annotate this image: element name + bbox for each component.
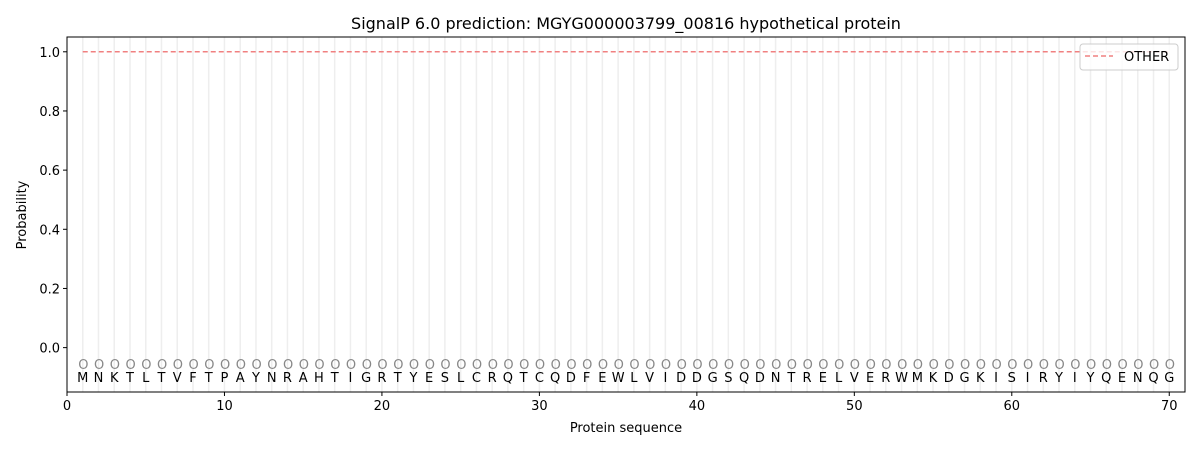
residue-label: L: [630, 371, 638, 386]
residue-label: I: [1026, 371, 1030, 386]
x-tick-label: 20: [374, 399, 391, 414]
residue-label: W: [612, 371, 625, 386]
residue-label: N: [1133, 371, 1143, 386]
residue-label: Q: [503, 371, 513, 386]
y-tick-label: 1.0: [39, 46, 60, 61]
residue-label: S: [441, 371, 449, 386]
legend: OTHER: [1079, 43, 1179, 71]
sequence-layer: OOOOOOOOOOOOOOOOOOOOOOOOOOOOOOOOOOOOOOOO…: [77, 358, 1175, 386]
residue-label: H: [314, 371, 324, 386]
x-tick-label: 40: [689, 399, 706, 414]
residue-label: N: [94, 371, 104, 386]
x-tick-label: 60: [1004, 399, 1021, 414]
residue-label: A: [299, 371, 308, 386]
residue-label: V: [645, 371, 654, 386]
residue-label: M: [77, 371, 88, 386]
residue-label: K: [976, 371, 985, 386]
residue-label: S: [724, 371, 732, 386]
residue-label: I: [1073, 371, 1077, 386]
residue-label: Y: [251, 371, 260, 386]
residue-label: T: [330, 371, 339, 386]
residue-label: G: [1164, 371, 1174, 386]
axes-frame: [66, 36, 1186, 393]
residue-label: T: [519, 371, 528, 386]
residue-label: T: [204, 371, 213, 386]
residue-label: K: [110, 371, 119, 386]
residue-label: L: [835, 371, 843, 386]
residue-label: D: [692, 371, 702, 386]
y-tick-label: 0.2: [39, 282, 60, 297]
residue-label: G: [708, 371, 718, 386]
residue-label: R: [1039, 371, 1048, 386]
residue-label: Q: [739, 371, 749, 386]
residue-label: T: [393, 371, 402, 386]
x-axis-label: Protein sequence: [570, 421, 682, 436]
residue-label: C: [535, 371, 544, 386]
residue-label: R: [803, 371, 812, 386]
residue-label: G: [960, 371, 970, 386]
residue-label: M: [912, 371, 923, 386]
legend-box: [1079, 43, 1179, 71]
residue-label: D: [755, 371, 765, 386]
residue-label: Q: [550, 371, 560, 386]
residue-label: Q: [1148, 371, 1158, 386]
residue-label: I: [663, 371, 667, 386]
residue-label: Y: [1086, 371, 1095, 386]
y-tick-label: 0.6: [39, 164, 60, 179]
residue-label: P: [221, 371, 229, 386]
residue-label: D: [944, 371, 954, 386]
residue-label: R: [488, 371, 497, 386]
residue-label: F: [189, 371, 196, 386]
x-tick-label: 10: [216, 399, 233, 414]
residue-label: E: [866, 371, 874, 386]
residue-label: E: [1118, 371, 1126, 386]
residue-label: Q: [1101, 371, 1111, 386]
residue-label: D: [566, 371, 576, 386]
residue-label: N: [267, 371, 277, 386]
x-tick-label: 50: [846, 399, 863, 414]
y-tick-label: 0.0: [39, 342, 60, 357]
residue-label: E: [819, 371, 827, 386]
residue-label: R: [377, 371, 386, 386]
residue-label: E: [598, 371, 606, 386]
residue-label: C: [472, 371, 481, 386]
residue-label: D: [676, 371, 686, 386]
residue-label: E: [425, 371, 433, 386]
residue-label: W: [895, 371, 908, 386]
y-tick-label: 0.4: [39, 223, 60, 238]
grid-lines: [81, 37, 1171, 392]
residue-label: N: [771, 371, 781, 386]
residue-label: I: [349, 371, 353, 386]
residue-label: A: [236, 371, 245, 386]
legend-label-other: OTHER: [1124, 50, 1169, 65]
y-tick-label: 0.8: [39, 105, 60, 120]
residue-label: I: [994, 371, 998, 386]
x-tick-label: 0: [63, 399, 71, 414]
residue-label: R: [283, 371, 292, 386]
x-tick-label: 70: [1161, 399, 1178, 414]
y-axis-label: Probability: [15, 180, 30, 249]
residue-label: L: [142, 371, 150, 386]
residue-label: L: [457, 371, 465, 386]
tick-layer: 0 10 20 30 40 50 60 70 0.0 0.2 0.4 0.6 0.8 1.0: [39, 46, 1177, 414]
residue-label: T: [157, 371, 166, 386]
residue-label: F: [583, 371, 590, 386]
residue-label: G: [361, 371, 371, 386]
residue-label: T: [125, 371, 134, 386]
residue-label: Y: [1054, 371, 1063, 386]
x-tick-label: 30: [531, 399, 548, 414]
residue-label: V: [173, 371, 182, 386]
residue-label: K: [929, 371, 938, 386]
residue-label: T: [786, 371, 795, 386]
residue-label: R: [881, 371, 890, 386]
residue-label: S: [1008, 371, 1016, 386]
residue-label: V: [850, 371, 859, 386]
residue-label: Y: [408, 371, 417, 386]
chart-title: SignalP 6.0 prediction: MGYG000003799_00…: [351, 14, 901, 34]
